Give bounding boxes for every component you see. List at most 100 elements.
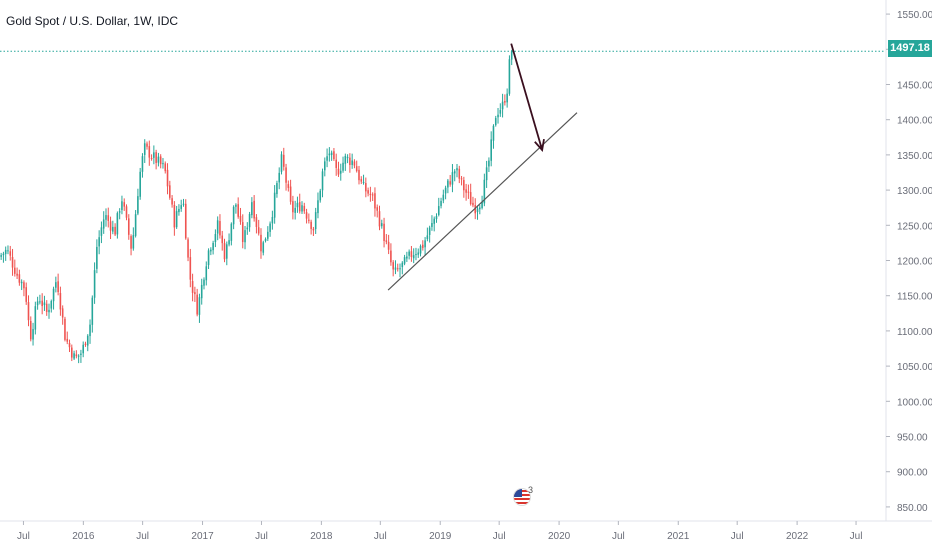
time-tick-label: 2016 — [72, 531, 95, 542]
forecast-arrow[interactable] — [510, 43, 544, 151]
price-tick-label: 1550.00 — [897, 10, 932, 21]
candle-body — [61, 308, 64, 318]
candle-body — [314, 212, 317, 230]
time-tick-label: 2020 — [548, 531, 571, 542]
candle-body — [64, 318, 66, 340]
candle-body — [198, 297, 201, 315]
price-tick-label: 1150.00 — [897, 292, 932, 303]
candle-body — [324, 161, 326, 171]
candle-body — [456, 168, 458, 171]
candle-body — [146, 143, 148, 147]
us-flag-icon[interactable] — [513, 488, 531, 506]
candle-body — [422, 244, 424, 248]
candle-body — [289, 186, 292, 202]
candle-body — [121, 201, 123, 211]
candle-body — [369, 193, 372, 195]
candle-body — [465, 189, 467, 193]
candle-body — [337, 168, 340, 175]
candle-body — [330, 152, 333, 155]
candle-body — [66, 338, 69, 342]
candle-body — [399, 268, 401, 270]
price-tick-label: 1050.00 — [897, 362, 932, 373]
candle-body — [504, 101, 506, 103]
candle-body — [444, 187, 447, 194]
candle-body — [134, 214, 137, 236]
candle-body — [440, 200, 442, 206]
price-tick-label: 1200.00 — [897, 257, 932, 268]
candle-body — [408, 251, 410, 256]
candle-body — [32, 329, 34, 340]
candle-body — [271, 217, 274, 224]
candle-body — [180, 205, 183, 209]
candle-body — [221, 235, 224, 244]
candle-body — [508, 59, 511, 94]
candle-body — [501, 101, 504, 110]
candle-body — [210, 249, 212, 252]
candle-body — [212, 242, 214, 251]
candle-body — [98, 237, 100, 247]
candle-body — [481, 202, 483, 208]
candle-body — [378, 211, 381, 227]
candle-body — [237, 204, 239, 217]
candle-body — [141, 156, 144, 172]
candle-body — [419, 246, 422, 254]
candle-body — [355, 166, 358, 172]
candle-body — [344, 155, 347, 164]
events-badge[interactable]: 3 — [513, 485, 533, 506]
time-axis[interactable]: Jul 2016 Jul 2017 Jul 2018 Jul 2019 Jul 2020 Jul 20… — [17, 521, 862, 542]
candle-body — [308, 219, 310, 221]
price-tick-label: 850.00 — [897, 503, 928, 514]
candle-body — [333, 151, 335, 160]
candle-body — [18, 274, 21, 283]
candle-body — [239, 215, 242, 222]
candle-body — [109, 221, 112, 231]
time-tick-label: 2022 — [786, 531, 809, 542]
last-price-label: 1497.18 — [888, 40, 932, 57]
candle-body — [207, 250, 210, 266]
candle-body — [401, 262, 404, 268]
candle-body — [137, 196, 139, 214]
candle-body — [437, 206, 440, 215]
candle-body — [499, 109, 502, 114]
candle-body — [123, 202, 126, 207]
candle-body — [390, 250, 392, 263]
candle-body — [4, 249, 7, 255]
candle-body — [264, 238, 267, 241]
time-tick-label: Jul — [136, 531, 149, 542]
candle-body — [262, 242, 265, 253]
candle-body — [478, 207, 481, 210]
candle-body — [77, 355, 80, 357]
candle-body — [287, 184, 290, 188]
candle-body — [157, 156, 160, 163]
candle-body — [467, 191, 470, 193]
candle-body — [219, 221, 221, 236]
candle-body — [428, 227, 431, 235]
trendline[interactable] — [387, 112, 578, 291]
candle-body — [362, 181, 365, 183]
candle-body — [84, 343, 87, 345]
candle-body — [394, 267, 397, 270]
forecast-arrowhead — [534, 138, 545, 152]
candle-body — [319, 190, 322, 201]
candle-body — [244, 230, 246, 243]
candle-body — [490, 139, 492, 161]
candle-body — [278, 172, 281, 183]
candle-body — [132, 235, 135, 249]
candle-body — [75, 354, 78, 357]
price-tick-label: 1100.00 — [897, 327, 932, 338]
candle-body — [171, 198, 173, 205]
candle-body — [497, 114, 499, 118]
candle-body — [205, 266, 208, 281]
candle-body — [107, 215, 110, 221]
candle-body — [472, 202, 474, 206]
candle-body — [305, 212, 308, 219]
candle-body — [55, 282, 57, 288]
candle-body — [431, 223, 433, 227]
candle-body — [321, 171, 324, 191]
candle-body — [59, 293, 62, 310]
candle-body — [442, 194, 445, 201]
candle-body — [164, 163, 167, 172]
candle-body — [48, 309, 50, 313]
